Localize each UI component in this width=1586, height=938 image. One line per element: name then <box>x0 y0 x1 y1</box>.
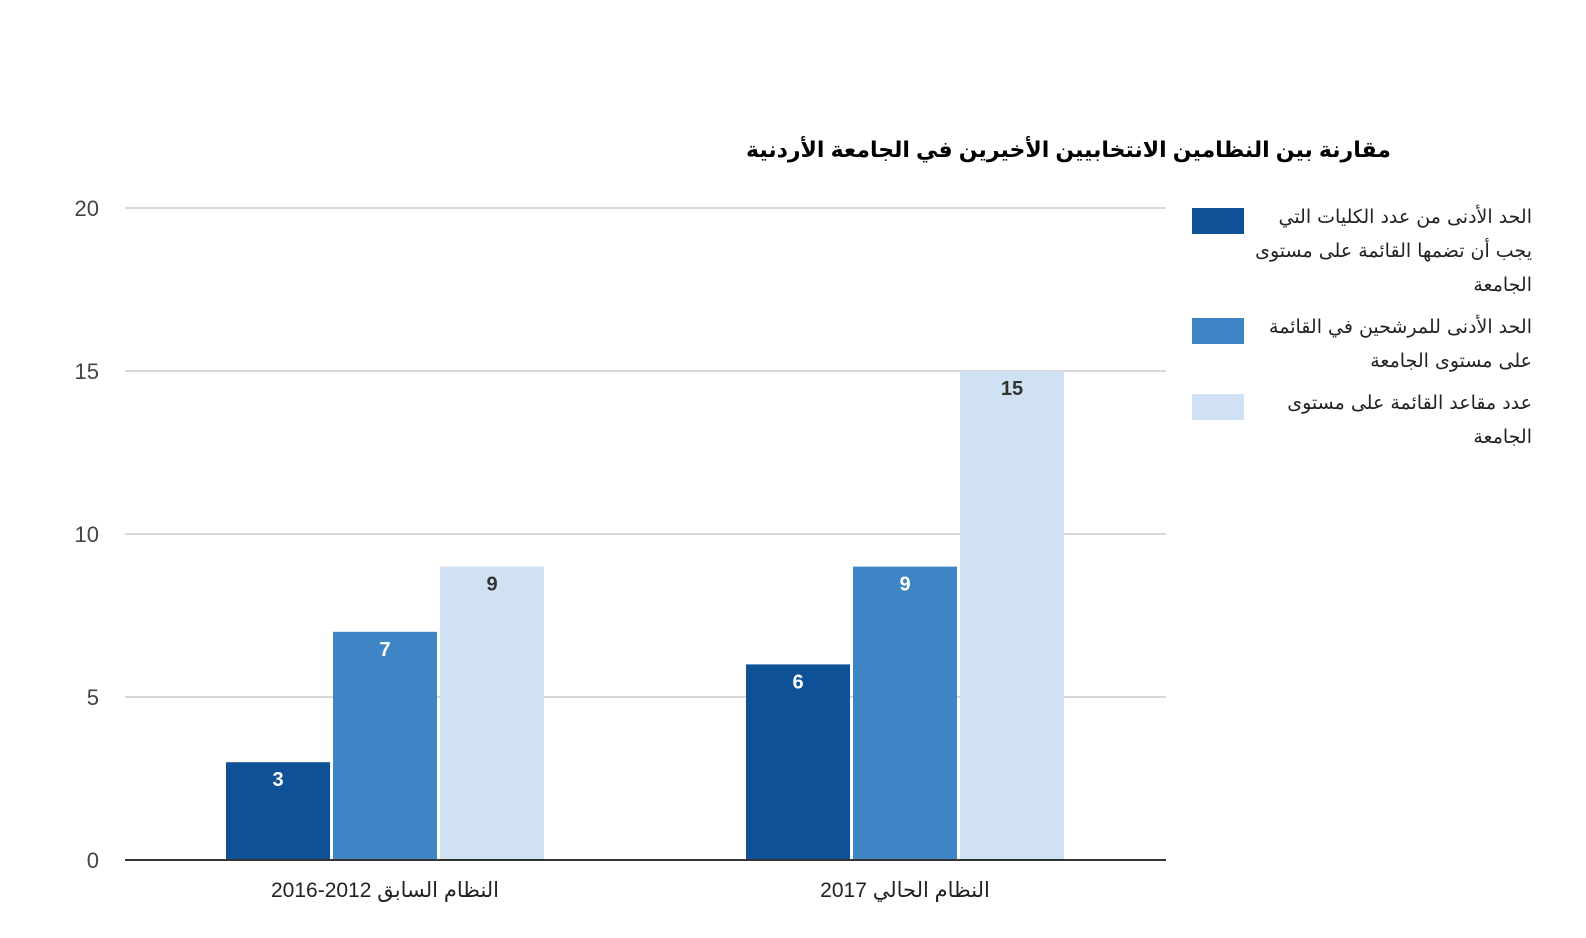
legend-item-series-1: الحد الأدنى من عدد الكليات التي يجب أن ت… <box>1192 200 1532 302</box>
legend-label-series-2: الحد الأدنى للمرشحين في القائمة على مستو… <box>1269 316 1532 372</box>
data-label-series-3-cat-2: 15 <box>1001 378 1023 400</box>
y-tick-label-0: 0 <box>87 848 99 873</box>
legend-swatch-series-3 <box>1192 394 1244 420</box>
x-tick-label-1: النظام السابق 2012-2016 <box>271 879 499 902</box>
y-tick-label-20: 20 <box>75 196 99 221</box>
legend-item-series-2: الحد الأدنى للمرشحين في القائمة على مستو… <box>1192 310 1532 378</box>
data-label-series-2-cat-2: 9 <box>899 574 910 596</box>
y-tick-label-10: 10 <box>75 522 99 547</box>
legend-label-series-3: عدد مقاعد القائمة على مستوى الجامعة <box>1287 392 1532 448</box>
bar-series-3-cat-1 <box>440 566 544 860</box>
bar-series-2-cat-1 <box>333 631 437 860</box>
data-label-series-1-cat-2: 6 <box>792 671 803 693</box>
data-label-series-3-cat-1: 9 <box>486 574 497 596</box>
legend-item-series-3: عدد مقاعد القائمة على مستوى الجامعة <box>1192 386 1532 454</box>
bar-series-1-cat-1 <box>226 762 330 860</box>
chart-title: مقارنة بين النظامين الانتخابيين الأخيرين… <box>746 135 1391 163</box>
legend: الحد الأدنى من عدد الكليات التي يجب أن ت… <box>1192 200 1532 462</box>
legend-swatch-series-2 <box>1192 318 1244 344</box>
x-tick-label-2: النظام الحالي 2017 <box>820 879 990 902</box>
y-tick-label-15: 15 <box>75 359 99 384</box>
legend-label-series-1: الحد الأدنى من عدد الكليات التي يجب أن ت… <box>1255 206 1532 296</box>
bar-series-1-cat-2 <box>746 664 850 860</box>
y-tick-label-5: 5 <box>87 685 99 710</box>
bar-series-2-cat-2 <box>853 566 957 860</box>
bar-series-3-cat-2 <box>960 371 1064 860</box>
data-label-series-1-cat-1: 3 <box>272 769 283 791</box>
legend-swatch-series-1 <box>1192 208 1244 234</box>
data-label-series-2-cat-1: 7 <box>379 639 390 661</box>
